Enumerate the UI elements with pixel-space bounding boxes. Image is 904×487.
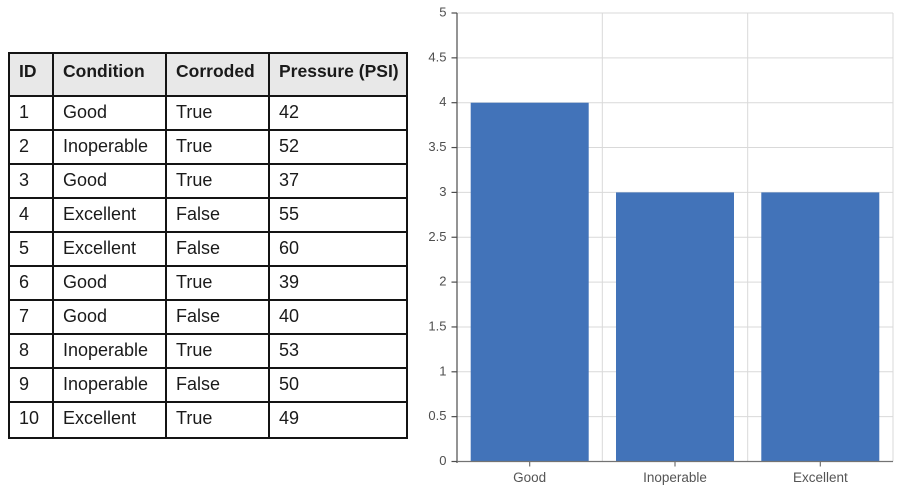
svg-text:4: 4 [439, 94, 446, 109]
svg-text:0: 0 [439, 453, 446, 468]
svg-text:Excellent: Excellent [793, 470, 848, 485]
svg-text:1.5: 1.5 [428, 318, 446, 333]
svg-text:1: 1 [439, 363, 446, 378]
svg-text:4.5: 4.5 [428, 49, 446, 64]
svg-text:5: 5 [439, 5, 446, 20]
svg-text:Good: Good [513, 470, 546, 485]
svg-text:Inoperable: Inoperable [643, 470, 707, 485]
svg-text:3.5: 3.5 [428, 139, 446, 154]
svg-text:2: 2 [439, 274, 446, 289]
svg-text:0.5: 0.5 [428, 408, 446, 423]
svg-text:2.5: 2.5 [428, 229, 446, 244]
svg-text:3: 3 [439, 184, 446, 199]
